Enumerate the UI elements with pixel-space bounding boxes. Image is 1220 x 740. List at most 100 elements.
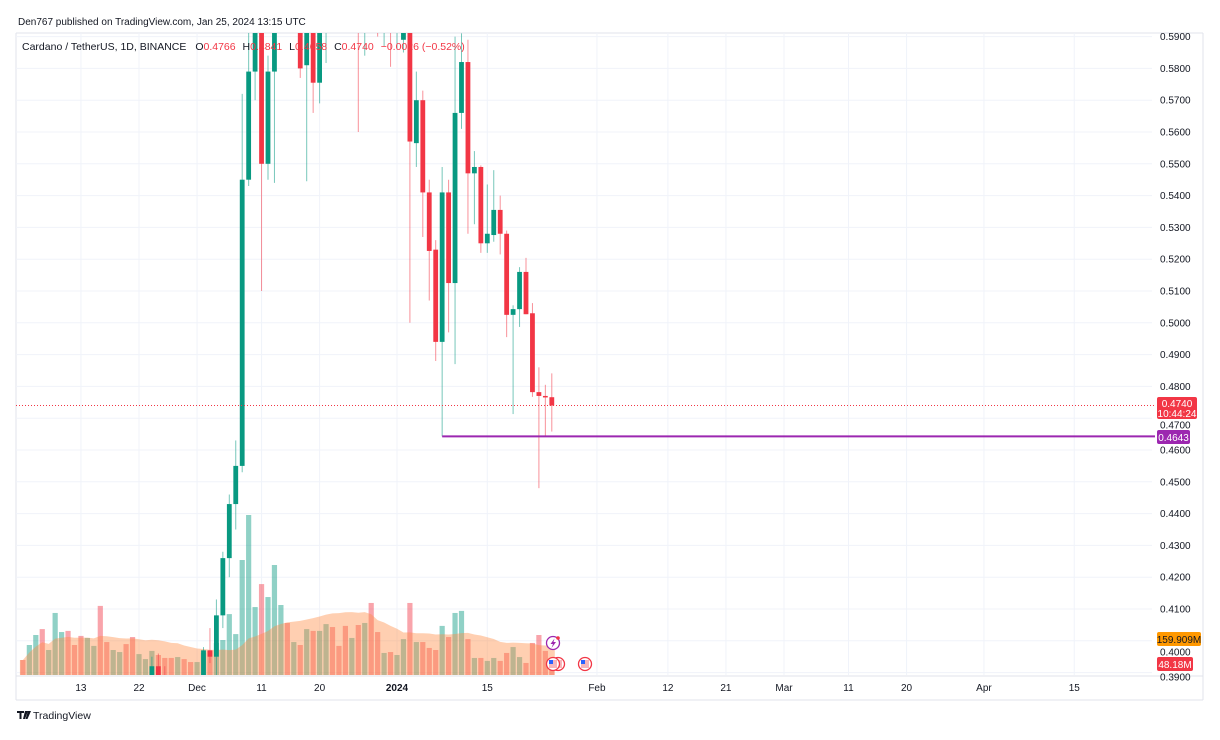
lightning-icon[interactable] — [545, 635, 561, 651]
low-label: L — [289, 41, 295, 53]
candle-body — [465, 62, 471, 174]
volume-bar — [433, 650, 439, 675]
candle-body — [310, 33, 316, 83]
tradingview-logo-icon — [17, 711, 31, 719]
svg-text:0.4740: 0.4740 — [1162, 399, 1193, 410]
volume-bar — [439, 625, 445, 675]
candle — [272, 33, 277, 183]
candles — [149, 33, 555, 675]
candle — [226, 494, 232, 578]
price-tick-label: 0.4500 — [1160, 477, 1191, 488]
candle — [420, 90, 426, 237]
candle — [549, 373, 555, 432]
volume-bar — [426, 647, 432, 675]
price-tick-label: 0.4600 — [1160, 446, 1191, 457]
last-price-label: 0.4740 10:44:24 — [1157, 397, 1197, 420]
volume-bar — [504, 652, 510, 675]
time-tick-label: 20 — [314, 683, 326, 694]
time-axis[interactable]: 13 22 Dec 11 20 2024 15 Feb 12 21 Mar 11 20 Apr 15 — [75, 683, 1080, 694]
high-value: 0.4841 — [250, 41, 282, 53]
volume-ma-label: 159.909M — [1157, 632, 1201, 646]
candle-body — [401, 33, 406, 40]
candle-body — [459, 62, 464, 113]
volume-bar — [529, 642, 536, 675]
candle — [452, 36, 458, 365]
price-axis[interactable]: 0.5900 0.5800 0.5700 0.5600 0.5500 0.5400 0.53… — [1160, 32, 1191, 683]
volume-bar — [265, 597, 271, 675]
volume-bar — [239, 560, 245, 675]
candle-body — [517, 271, 522, 310]
volume-bar — [342, 625, 348, 675]
price-tick-label: 0.4300 — [1160, 541, 1191, 552]
volume-bar — [39, 629, 45, 675]
candle-body — [259, 33, 264, 164]
candle — [310, 33, 316, 113]
volume-bar — [97, 605, 103, 675]
price-tick-label: 0.5500 — [1160, 159, 1191, 170]
volume-bar — [471, 657, 477, 675]
volume-bar — [188, 662, 194, 675]
candle — [491, 170, 497, 242]
volume-bar — [181, 659, 187, 675]
candle-body — [265, 71, 271, 164]
volume-bar — [523, 662, 529, 675]
price-tick-label: 0.4700 — [1160, 421, 1191, 432]
candle — [401, 33, 406, 53]
candle — [413, 71, 419, 167]
volume-bar — [323, 624, 329, 675]
candle — [201, 647, 206, 675]
candle — [239, 93, 245, 473]
us-flag-icon[interactable] — [577, 656, 593, 672]
candle — [446, 179, 451, 333]
candle-body — [472, 166, 477, 174]
volume-bar — [71, 645, 78, 675]
volume-bar — [110, 650, 116, 675]
volume-bar — [478, 657, 484, 675]
time-tick-label: 11 — [843, 683, 854, 694]
volume-ma-area — [19, 612, 555, 675]
volume-bar — [258, 584, 265, 675]
low-value: 0.4658 — [295, 41, 327, 53]
candle-body — [439, 192, 445, 342]
candle-body — [246, 71, 252, 180]
candle — [207, 628, 213, 664]
tradingview-logo[interactable]: TradingView — [17, 710, 91, 722]
price-tick-label: 0.5900 — [1160, 32, 1191, 43]
time-tick-label: 22 — [133, 683, 145, 694]
volume-bar — [271, 565, 278, 675]
candle-body — [433, 249, 439, 342]
price-tick-label: 0.5400 — [1160, 191, 1191, 202]
candle-body — [407, 33, 413, 142]
price-tick-label: 0.4000 — [1160, 648, 1191, 659]
candle-body — [155, 666, 161, 675]
volume-bar — [46, 650, 52, 675]
candle-body — [510, 309, 516, 315]
candle-body — [239, 179, 245, 466]
candle — [510, 305, 516, 415]
time-tick-label: 2024 — [386, 683, 409, 694]
volume-bar — [84, 637, 90, 675]
open-label: O — [195, 41, 203, 53]
candle — [523, 257, 529, 315]
volume-bar — [413, 642, 419, 675]
time-tick-label: Mar — [775, 683, 793, 694]
candle-body — [549, 397, 555, 406]
candle — [265, 55, 271, 180]
price-tick-label: 0.4400 — [1160, 509, 1191, 520]
svg-text:159.909M: 159.909M — [1157, 635, 1201, 646]
candle-body — [304, 33, 310, 66]
volume-bar — [59, 632, 65, 675]
candle-body — [478, 166, 484, 244]
volume-bar — [104, 642, 110, 675]
price-tick-label: 0.4900 — [1160, 350, 1191, 361]
volume-bar — [310, 630, 316, 675]
us-flag-icon[interactable] — [545, 656, 561, 672]
volume-label: 48.18M — [1157, 657, 1193, 671]
volume-bar — [317, 630, 323, 675]
price-tick-label: 0.5100 — [1160, 287, 1191, 298]
candle — [472, 151, 477, 225]
high-label: H — [243, 41, 251, 53]
price-tick-label: 0.5300 — [1160, 223, 1191, 234]
volume-bar — [446, 637, 452, 675]
